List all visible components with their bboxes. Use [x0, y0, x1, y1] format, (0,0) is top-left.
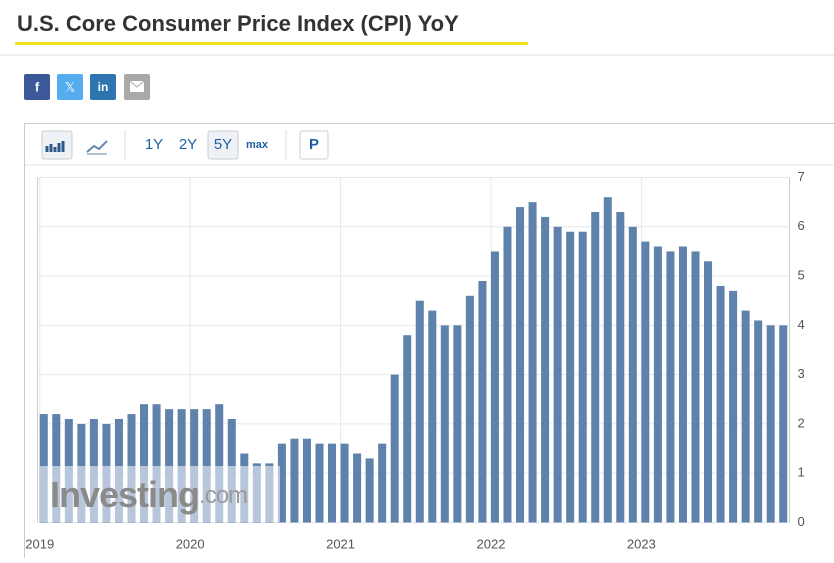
title-underline [15, 42, 528, 45]
x-tick-label: 2020 [176, 536, 205, 551]
bar [366, 458, 374, 522]
bar [554, 227, 562, 523]
bar [691, 251, 699, 522]
bar [591, 212, 599, 523]
bar [742, 311, 750, 523]
range-button[interactable]: 5Y [214, 136, 232, 153]
y-tick-label: 7 [798, 169, 805, 184]
bar [717, 286, 725, 523]
bar [767, 325, 775, 522]
bar [328, 444, 336, 523]
bar [441, 325, 449, 522]
bar [466, 296, 474, 523]
bar [616, 212, 624, 523]
x-tick-label: 2019 [25, 536, 54, 551]
bar [679, 247, 687, 523]
bar [779, 325, 787, 522]
bar [579, 232, 587, 523]
y-tick-label: 1 [798, 465, 805, 480]
x-tick-label: 2021 [326, 536, 355, 551]
range-button[interactable]: max [246, 139, 269, 151]
bar [290, 439, 298, 523]
linkedin-icon: in [98, 80, 109, 94]
bar [654, 247, 662, 523]
bar [729, 291, 737, 523]
bar [478, 281, 486, 523]
bar [503, 227, 511, 523]
bar [541, 217, 549, 523]
x-tick-label: 2022 [477, 536, 506, 551]
page-title: U.S. Core Consumer Price Index (CPI) YoY [17, 11, 459, 36]
bar [416, 301, 424, 523]
watermark-brand: Investing [50, 474, 199, 515]
y-tick-label: 6 [798, 218, 805, 233]
x-icon: 𝕏 [65, 79, 75, 94]
bar [403, 335, 411, 522]
bar [453, 325, 461, 522]
bar [641, 242, 649, 523]
bar [391, 375, 399, 523]
y-tick-label: 2 [798, 415, 805, 430]
y-tick-label: 4 [798, 317, 805, 332]
y-tick-label: 3 [798, 366, 805, 381]
bar [428, 311, 436, 523]
bar [604, 197, 612, 522]
bar [754, 320, 762, 522]
bar [629, 227, 637, 523]
bar-view-button[interactable] [42, 131, 72, 159]
y-tick-label: 5 [798, 268, 805, 283]
facebook-icon: f [35, 79, 40, 94]
bar [341, 444, 349, 523]
bar [516, 207, 524, 522]
range-button[interactable]: 1Y [145, 136, 163, 153]
bar [491, 251, 499, 522]
bar [378, 444, 386, 523]
bar [704, 261, 712, 522]
y-tick-label: 0 [798, 514, 805, 529]
bar [566, 232, 574, 523]
bar [666, 251, 674, 522]
range-button[interactable]: 2Y [179, 136, 197, 153]
watermark-domain: .com [199, 482, 247, 509]
bar [315, 444, 323, 523]
p-label: P [309, 136, 319, 153]
x-tick-label: 2023 [627, 536, 656, 551]
bar [353, 454, 361, 523]
bar [529, 202, 537, 522]
bar [303, 439, 311, 523]
